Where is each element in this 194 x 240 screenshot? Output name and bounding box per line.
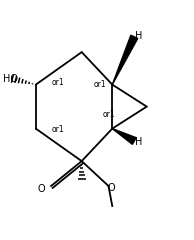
Text: or1: or1 <box>51 78 64 87</box>
Text: O: O <box>38 184 45 194</box>
Text: O: O <box>107 183 115 193</box>
Polygon shape <box>112 129 136 144</box>
Text: H: H <box>135 137 143 147</box>
Text: or1: or1 <box>103 110 116 119</box>
Text: H: H <box>135 31 143 41</box>
Text: HO: HO <box>3 74 18 84</box>
Polygon shape <box>112 35 138 85</box>
Text: or1: or1 <box>51 126 64 134</box>
Text: or1: or1 <box>94 79 106 89</box>
